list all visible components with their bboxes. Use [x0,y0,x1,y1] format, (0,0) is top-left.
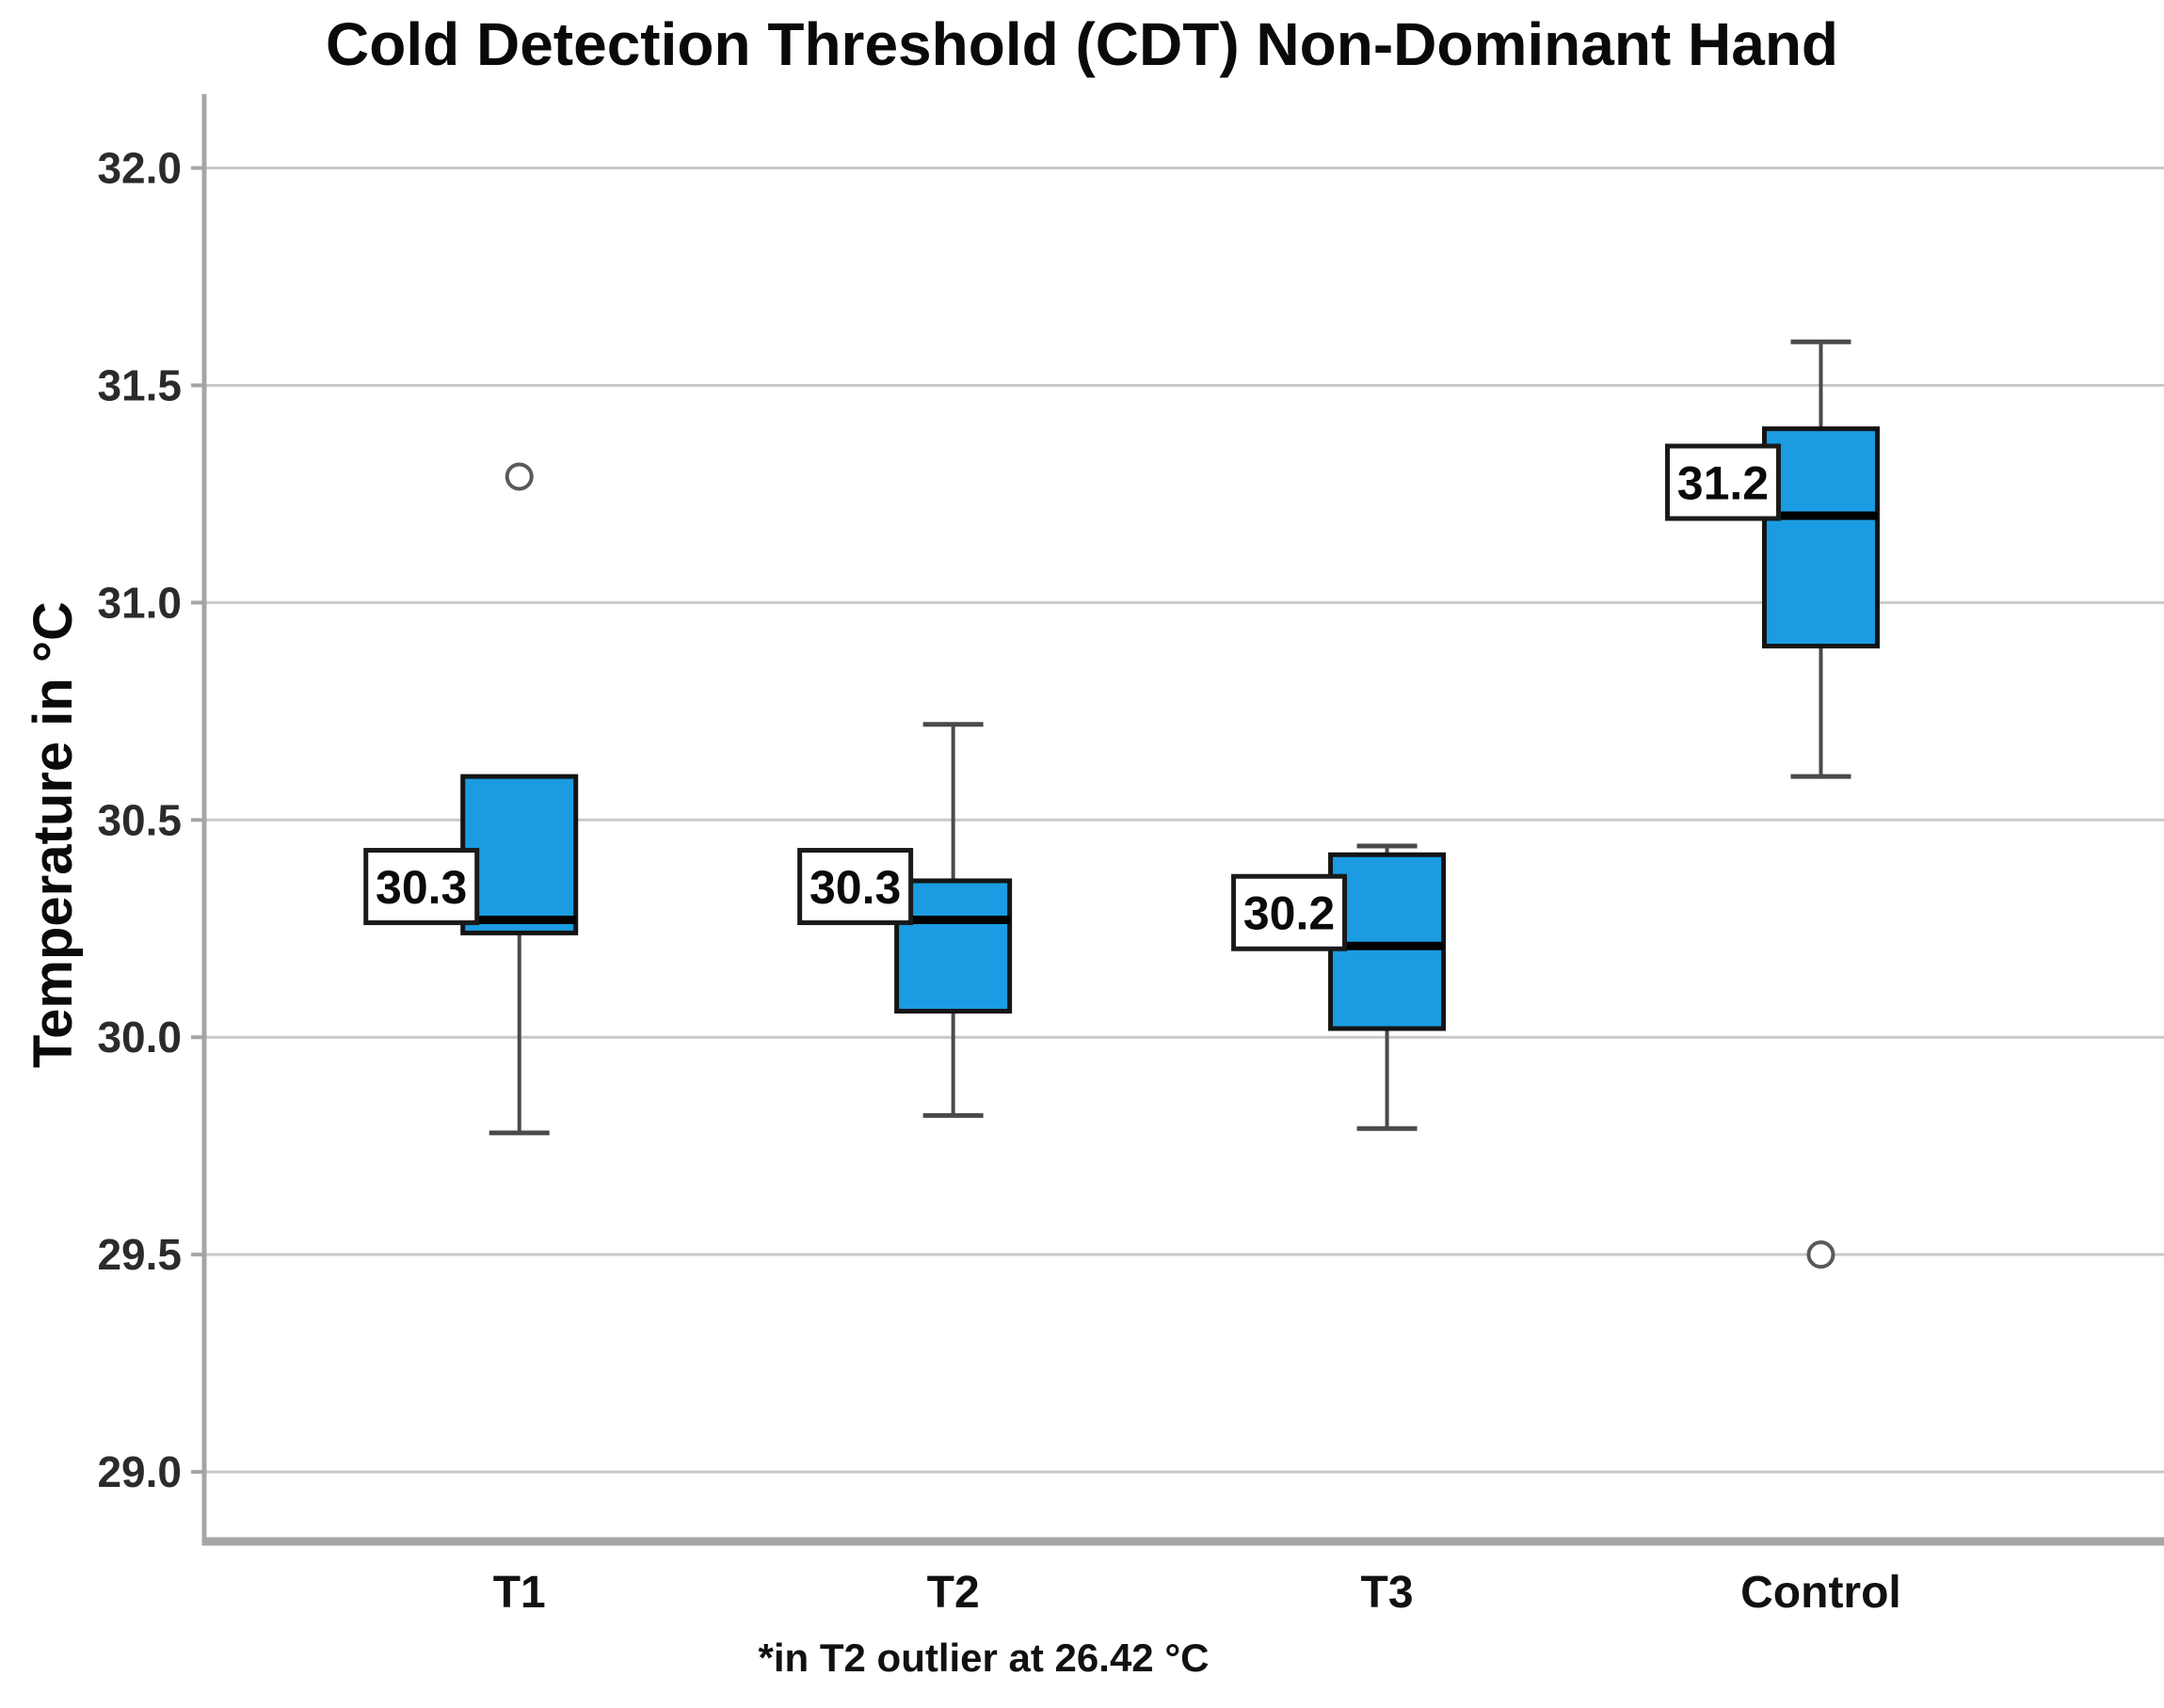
x-category-label: T1 [493,1568,546,1618]
outlier-point [1806,1240,1835,1269]
median-label-box [1231,873,1348,951]
y-tick-label: 32.0 [97,144,182,193]
median-label-text: 30.2 [1243,887,1335,940]
x-category-label: Control [1740,1568,1901,1618]
x-category-label: T2 [927,1568,980,1618]
y-tick-label: 31.0 [97,578,182,627]
y-tick-label: 31.5 [97,360,182,409]
median-label-box [363,848,480,926]
box-iqr [894,878,1013,1014]
box-iqr [1761,426,1880,649]
median-label-box [1664,443,1781,521]
median-label-box [797,848,914,926]
box-iqr [1328,852,1447,1031]
chart-title: Cold Detection Threshold (CDT) Non-Domin… [326,10,1838,78]
axis-footnote: *in T2 outlier at 26.42 °C [758,1636,1210,1680]
x-category-label: T3 [1361,1568,1414,1618]
y-tick-label: 29.0 [97,1447,182,1496]
median-label-text: 30.3 [809,861,901,914]
y-tick-label: 30.5 [97,795,182,844]
y-tick-label: 29.5 [97,1230,182,1279]
median-label-text: 30.3 [376,861,467,914]
box-iqr [460,774,579,935]
outlier-point [505,462,534,491]
median-label-text: 31.2 [1677,457,1769,510]
y-tick-label: 30.0 [97,1013,182,1062]
